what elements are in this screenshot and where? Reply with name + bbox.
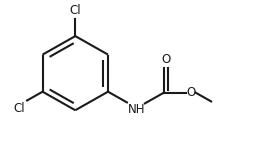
- Text: O: O: [187, 86, 196, 99]
- Text: O: O: [161, 53, 171, 66]
- Text: Cl: Cl: [69, 4, 81, 17]
- Text: NH: NH: [128, 103, 146, 116]
- Text: Cl: Cl: [14, 102, 25, 115]
